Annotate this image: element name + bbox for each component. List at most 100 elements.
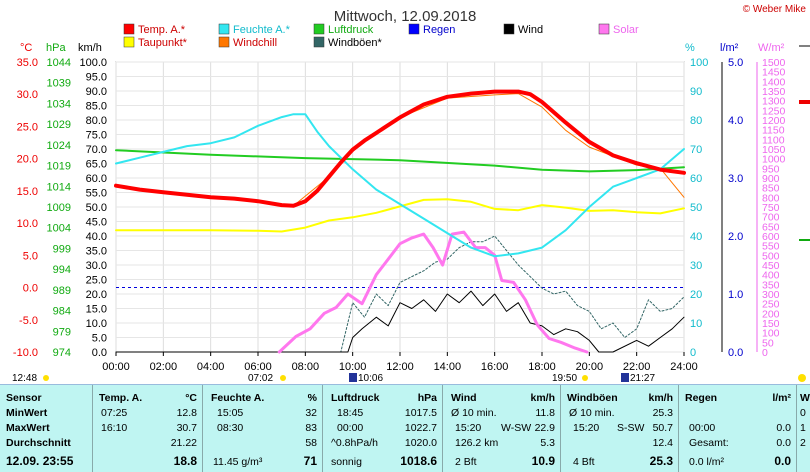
wind-tick-label: 100.0 — [79, 57, 107, 69]
temp-current: 18.8 — [173, 454, 197, 468]
solar-tick-label: 450 — [762, 260, 780, 272]
solar-value-1: 0 — [800, 407, 806, 419]
absolute-humidity: 11.45 g/m³ — [213, 456, 263, 468]
temp-tick-label: 10.0 — [17, 218, 38, 230]
solar-tick-label: 1500 — [762, 57, 786, 69]
rain-current: 0.0 — [774, 454, 791, 468]
rain-header: Regen — [685, 392, 718, 404]
pressure-tick-label: 989 — [53, 285, 71, 297]
temp-tick-label: 5.0 — [23, 250, 38, 262]
solar-value-3: 2 — [800, 437, 806, 449]
solar-unit: W — [800, 392, 810, 404]
temp-header: Temp. A. — [99, 392, 143, 404]
solar-tick-label: 100 — [762, 328, 780, 340]
time-label-left: 12:48 — [12, 373, 37, 384]
x-tick-label: 10:00 — [339, 361, 367, 373]
legend-label: Taupunkt* — [138, 37, 188, 49]
humidity-tick-label: 50 — [690, 202, 702, 214]
solar-tick-label: 550 — [762, 241, 780, 253]
humidity-tick-label: 40 — [690, 231, 702, 243]
temp-column: Temp. A. °C 07:25 12.8 16:10 30.7 21.22 … — [92, 385, 203, 472]
solar-tick-label: 150 — [762, 318, 780, 330]
pressure-tick-label: 1044 — [47, 57, 71, 69]
series-line-feuchte-a — [115, 113, 685, 258]
solar-tick-label: 800 — [762, 192, 780, 204]
rain-rate: 0.0 l/m² — [689, 456, 725, 468]
pressure-tick-label: 1014 — [47, 181, 71, 193]
durchschnitt-label: Durchschnitt — [6, 437, 71, 449]
solar-tick-label: 1100 — [762, 134, 785, 146]
solar-tick-label: 950 — [762, 163, 780, 175]
moonrise-label: 10:06 — [358, 373, 383, 384]
x-tick-label: 20:00 — [576, 361, 604, 373]
solar-tick-label: 900 — [762, 173, 780, 185]
gust-average: 12.4 — [652, 437, 673, 449]
chart-title: Mittwoch, 12.09.2018 — [334, 8, 477, 25]
chart-legend: Temp. A.* Feuchte A.* Luftdruck Regen Wind So… — [123, 23, 639, 49]
legend-label: Feuchte A.* — [233, 24, 291, 36]
series-line-luftdruck — [115, 149, 685, 173]
wind-tick-label: 20.0 — [86, 289, 107, 301]
temp-tick-label: -10.0 — [13, 347, 38, 359]
chart-series — [114, 89, 686, 354]
humidity-tick-label: 10 — [690, 318, 702, 330]
solar-tick-label: 500 — [762, 250, 780, 262]
humidity-axis-unit: % — [685, 42, 695, 54]
humidity-min-time: 15:05 — [217, 407, 244, 419]
temp-average: 21.22 — [170, 437, 197, 449]
solar-tick-label: 1450 — [762, 67, 786, 79]
solar-tick-label: 1050 — [762, 144, 786, 156]
legend-label: Windböen* — [328, 37, 383, 49]
solar-tick-label: 750 — [762, 202, 780, 214]
legend-label: Temp. A.* — [138, 24, 186, 36]
wind-tick-label: 50.0 — [86, 202, 107, 214]
temp-tick-label: 25.0 — [17, 121, 38, 133]
solar-tick-label: 700 — [762, 212, 780, 224]
legend-swatch — [313, 23, 325, 35]
gust-column: Windböen km/h Ø 10 min. 25.3 15:20 S-SW … — [560, 385, 679, 472]
current-time: 12.09. 23:55 — [6, 454, 74, 468]
humidity-header: Feuchte A. — [211, 392, 265, 404]
wind-tick-label: 25.0 — [86, 275, 107, 287]
rain-total-label: Gesamt: — [689, 437, 729, 449]
wind-unit: km/h — [530, 392, 555, 404]
legend-swatch — [503, 23, 515, 35]
solar-tick-label: 400 — [762, 270, 780, 282]
legend-swatch — [408, 23, 420, 35]
x-tick-label: 04:00 — [197, 361, 225, 373]
sun-icon-right — [798, 374, 806, 382]
solar-tick-label: 1400 — [762, 76, 786, 88]
pressure-max-value: 1022.7 — [404, 422, 437, 434]
wind-tick-label: 75.0 — [86, 130, 107, 142]
wind-tick-label: 40.0 — [86, 231, 107, 243]
pressure-tick-label: 1019 — [47, 161, 71, 173]
x-tick-label: 22:00 — [623, 361, 651, 373]
pressure-header: Luftdruck — [331, 392, 380, 404]
wind-beaufort: 2 Bft — [455, 456, 477, 468]
x-tick-label: 14:00 — [434, 361, 462, 373]
solar-axis-unit: W/m² — [758, 42, 785, 54]
rain-column: Regen l/m² 00:00 0.0 Gesamt: 0.0 0.0 l/m… — [678, 385, 797, 472]
series-line-windb-en — [115, 235, 685, 353]
pressure-tick-label: 974 — [53, 347, 71, 359]
legend-swatch — [123, 23, 135, 35]
sun-icon — [43, 375, 49, 381]
wind-tick-label: 70.0 — [86, 144, 107, 156]
solar-tick-label: 1300 — [762, 96, 786, 108]
rain-total-value: 0.0 — [776, 437, 791, 449]
humidity-tick-label: 20 — [690, 289, 702, 301]
wind-header: Wind — [451, 392, 477, 404]
gust-header: Windböen — [567, 392, 618, 404]
solar-tick-label: 1350 — [762, 86, 786, 98]
humidity-max-time: 08:30 — [217, 422, 244, 434]
solar-tick-label: 0 — [762, 347, 768, 359]
rain-max-value: 0.0 — [776, 422, 791, 434]
legend-swatch — [218, 36, 230, 48]
gust-max-value: 50.7 — [652, 422, 673, 434]
pressure-axis-unit: hPa — [46, 42, 66, 54]
temp-tick-label: 30.0 — [17, 89, 38, 101]
x-tick-label: 18:00 — [528, 361, 556, 373]
pressure-tick-label: 1024 — [47, 140, 71, 152]
pressure-tick-label: 999 — [53, 243, 71, 255]
rain-unit: l/m² — [772, 392, 791, 404]
